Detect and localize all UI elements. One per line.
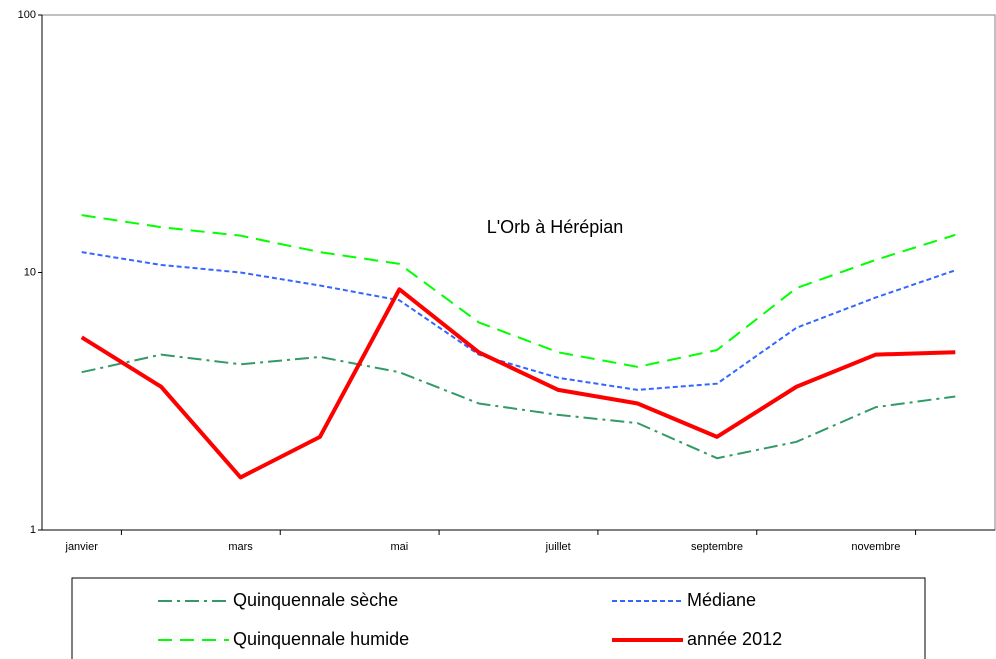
y-tick-label: 1 (30, 524, 36, 536)
legend-label: année 2012 (687, 629, 782, 649)
plot-area (41, 14, 996, 531)
x-tick-label: novembre (851, 541, 900, 553)
legend-label: Quinquennale humide (233, 629, 409, 649)
legend-label: Quinquennale sèche (233, 590, 398, 610)
legend (71, 577, 926, 659)
x-tick-label: janvier (65, 541, 99, 553)
y-tick-label: 10 (24, 266, 36, 278)
series-line (80, 287, 956, 480)
x-tick-label: mars (228, 541, 253, 553)
legend-label: Médiane (687, 590, 756, 610)
x-tick-label: mai (391, 541, 409, 553)
series-line (81, 251, 956, 391)
chart-title: L'Orb à Hérépian (487, 217, 624, 237)
x-tick-label: septembre (691, 541, 743, 553)
series-line (81, 353, 956, 460)
y-tick-label: 100 (18, 9, 36, 21)
series-line (81, 214, 956, 368)
x-tick-label: juillet (545, 541, 571, 553)
